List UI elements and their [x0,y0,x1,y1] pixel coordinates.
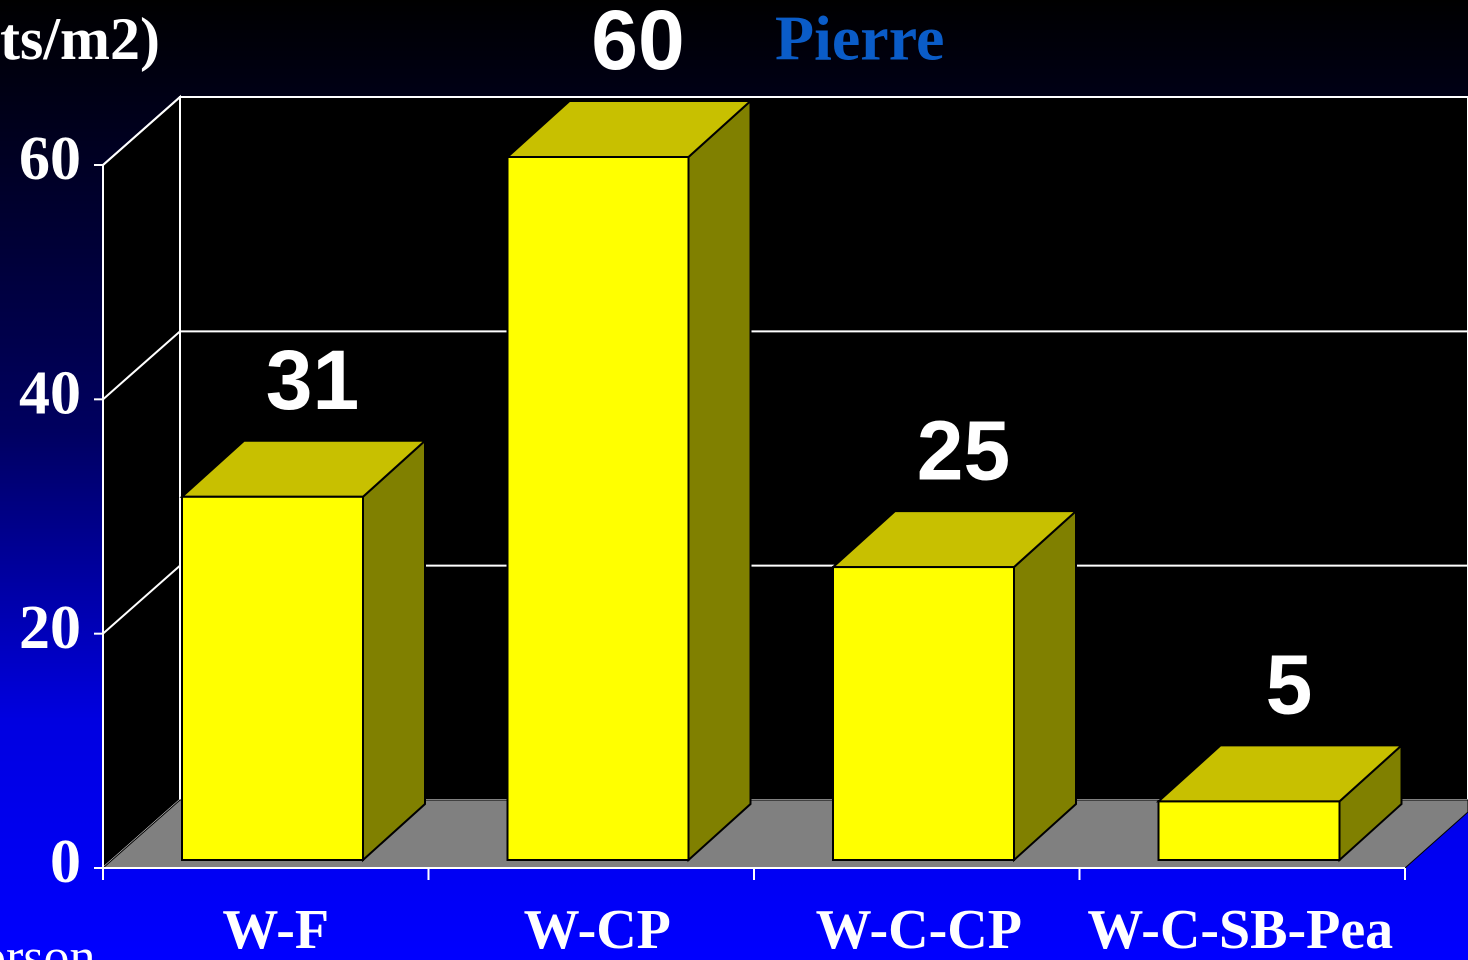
data-label: 5 [1266,638,1313,732]
y-tick-label: 60 [19,125,81,193]
x-tick-label: W-F [222,899,329,960]
x-tick-label: W-C-SB-Pea [1087,899,1393,960]
grid-line [102,96,1468,166]
bar-side [1013,508,1077,863]
side-wall [102,94,181,871]
bar [181,495,364,861]
y-axis-label: ts/m2) [0,6,160,72]
y-tick-label: 40 [19,360,81,428]
data-label: 31 [266,333,359,427]
bar [1157,800,1341,862]
annotation: Pierre [775,3,944,74]
y-tick-label: 20 [19,594,81,662]
data-label: 60 [591,0,684,87]
plot: 0 20 40 60 31 W-F 60 W-CP 25 W-C-CP 5 W-C-SB-Pea [19,0,1468,960]
x-tick-label: W-C-CP [816,899,1022,960]
note: orson [0,929,96,960]
bar-side [362,438,426,863]
grid-line [102,330,1468,401]
bar [506,156,690,861]
data-label: 25 [917,403,1010,497]
bar-side [687,98,752,863]
y-tick-label: 0 [50,828,81,896]
bar [832,566,1015,861]
x-tick-label: W-CP [524,899,671,960]
